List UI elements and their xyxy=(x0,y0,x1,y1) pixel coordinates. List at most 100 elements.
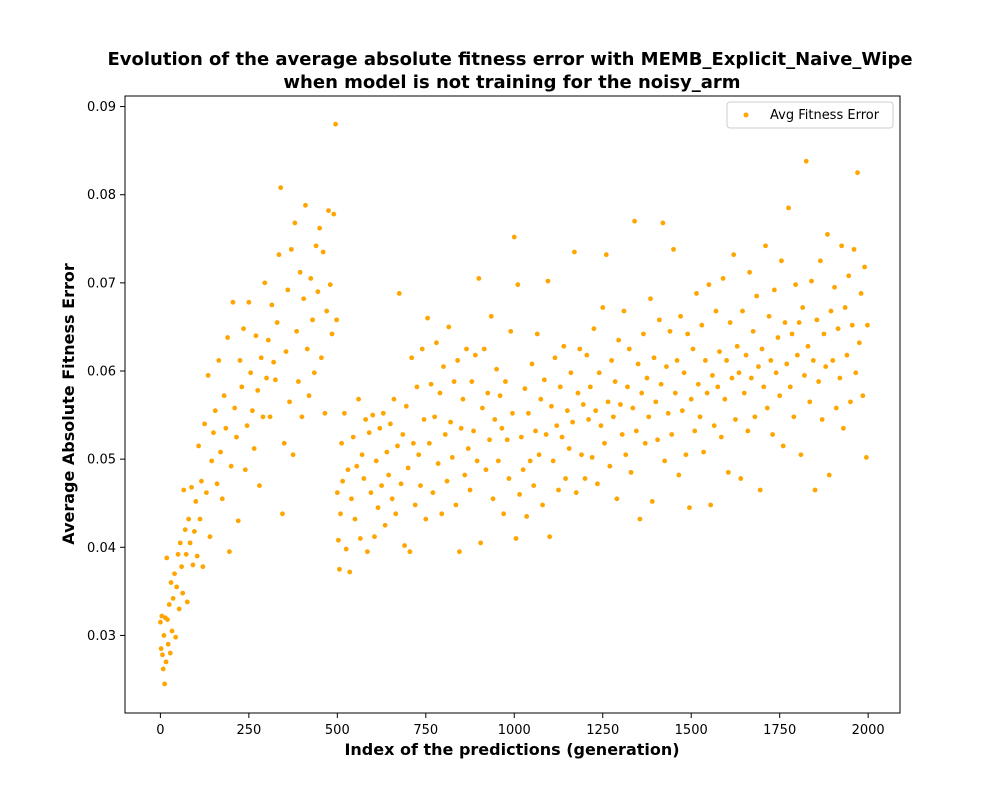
data-point xyxy=(339,440,344,446)
data-point xyxy=(557,384,563,390)
chart-title-line-1: Evolution of the average absolute fitnes… xyxy=(107,49,912,70)
data-point xyxy=(340,478,346,484)
data-point xyxy=(863,454,869,460)
data-point xyxy=(423,516,429,522)
data-point xyxy=(809,278,814,284)
data-point xyxy=(248,370,254,376)
data-point xyxy=(720,276,726,281)
data-point xyxy=(690,346,696,352)
data-point xyxy=(648,296,653,302)
data-point xyxy=(833,405,839,411)
data-point xyxy=(400,432,406,437)
data-point xyxy=(773,370,779,376)
data-point xyxy=(616,337,622,343)
data-point xyxy=(464,346,469,352)
data-point xyxy=(428,381,434,387)
data-point xyxy=(225,335,231,340)
data-point xyxy=(173,634,179,640)
data-point xyxy=(803,158,809,164)
data-point xyxy=(515,282,521,288)
data-point xyxy=(642,440,648,446)
data-point xyxy=(625,384,630,390)
data-point xyxy=(384,449,390,455)
data-point xyxy=(504,437,510,443)
data-point xyxy=(297,269,303,275)
data-point xyxy=(458,425,464,431)
data-point xyxy=(453,502,459,508)
data-point xyxy=(212,408,218,414)
data-point xyxy=(377,425,383,431)
data-point xyxy=(607,463,613,469)
data-point xyxy=(311,370,317,376)
x-tick-label: 1000 xyxy=(498,723,531,738)
data-point xyxy=(161,633,167,638)
data-point xyxy=(350,434,356,440)
data-point xyxy=(460,396,466,402)
data-point xyxy=(618,402,623,407)
x-axis-label: Index of the predictions (generation) xyxy=(344,740,679,759)
data-point xyxy=(490,496,496,502)
y-tick-label: 0.07 xyxy=(87,276,116,291)
data-point xyxy=(418,483,423,488)
data-point xyxy=(856,340,862,346)
data-point xyxy=(740,308,745,314)
data-point xyxy=(665,410,671,416)
data-point xyxy=(644,375,650,381)
data-point xyxy=(561,343,567,349)
y-axis-label: Average Absolute Fitness Error xyxy=(59,263,78,545)
data-point xyxy=(322,410,328,416)
data-point xyxy=(727,320,733,325)
data-point xyxy=(743,352,749,358)
data-point xyxy=(476,276,482,281)
data-point xyxy=(609,358,614,363)
data-point xyxy=(223,425,229,431)
data-point xyxy=(183,551,189,557)
data-point xyxy=(449,454,455,460)
data-point xyxy=(345,467,351,473)
data-point xyxy=(255,388,261,393)
data-point xyxy=(610,414,616,420)
data-point xyxy=(587,384,593,390)
data-point xyxy=(214,481,220,487)
data-point xyxy=(478,540,484,546)
data-point xyxy=(434,340,439,346)
data-point xyxy=(789,331,795,337)
data-point xyxy=(232,405,238,411)
data-point xyxy=(250,408,255,414)
data-point xyxy=(283,349,289,355)
data-point xyxy=(819,417,825,422)
data-point xyxy=(596,370,602,376)
data-point xyxy=(526,410,531,416)
data-point xyxy=(280,511,285,517)
data-point xyxy=(462,472,468,478)
legend-box xyxy=(726,101,894,129)
data-point xyxy=(474,458,480,464)
data-point xyxy=(550,458,556,464)
data-point xyxy=(738,476,744,481)
data-point xyxy=(554,423,560,429)
data-point xyxy=(430,490,436,496)
data-point xyxy=(199,478,204,484)
data-point xyxy=(262,280,268,286)
data-point xyxy=(779,258,784,264)
data-point xyxy=(745,428,751,434)
data-point xyxy=(218,449,223,455)
data-point xyxy=(167,650,173,656)
data-point xyxy=(559,434,565,440)
data-point xyxy=(190,562,196,568)
data-point xyxy=(529,361,535,367)
data-point xyxy=(265,337,271,343)
data-point xyxy=(793,282,799,288)
data-point xyxy=(816,379,822,384)
y-tick-label: 0.08 xyxy=(87,188,116,203)
data-point xyxy=(264,375,269,381)
data-point xyxy=(435,461,441,466)
data-point xyxy=(572,249,577,255)
data-point xyxy=(267,414,273,420)
data-point xyxy=(441,364,446,369)
data-point xyxy=(764,405,770,411)
data-point xyxy=(194,553,200,559)
data-point xyxy=(672,390,678,396)
data-point xyxy=(733,417,738,422)
data-point xyxy=(780,443,786,449)
